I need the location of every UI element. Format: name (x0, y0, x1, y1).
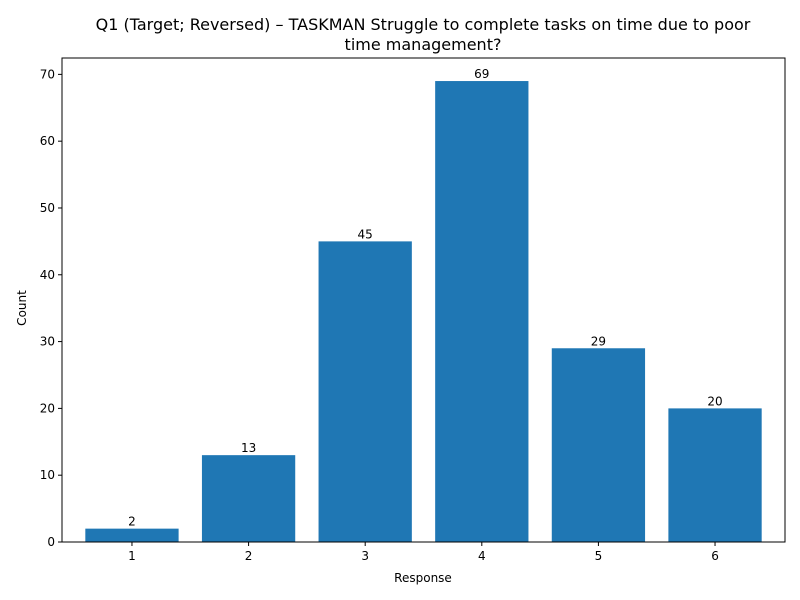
data-label-3: 45 (358, 227, 373, 241)
data-label-2: 13 (241, 441, 256, 455)
chart-title-line-1: Q1 (Target; Reversed) – TASKMAN Struggle… (96, 15, 751, 34)
plot-frame (61, 57, 786, 543)
y-tick-label-70: 70 (40, 67, 55, 81)
x-axis-label: Response (394, 571, 452, 585)
y-tick-label-10: 10 (40, 468, 55, 482)
x-tick-label-2: 2 (245, 549, 253, 563)
data-label-4: 69 (474, 67, 489, 81)
chart-title-line-2: time management? (345, 35, 502, 54)
x-tick-label-1: 1 (128, 549, 136, 563)
y-tick-label-60: 60 (40, 134, 55, 148)
bar-3 (318, 241, 412, 542)
y-tick-label-20: 20 (40, 401, 55, 415)
bar-4 (435, 81, 529, 543)
data-label-6: 20 (707, 394, 722, 408)
y-axis-label: Count (15, 290, 29, 326)
y-axis-ticks: 0 10 20 30 40 50 60 70 (40, 67, 62, 549)
x-tick-label-5: 5 (595, 549, 603, 563)
y-tick-label-40: 40 (40, 268, 55, 282)
bar-5 (551, 348, 646, 542)
y-tick-label-50: 50 (40, 201, 55, 215)
y-tick-label-30: 30 (40, 335, 55, 349)
x-tick-label-6: 6 (711, 549, 719, 563)
x-tick-label-4: 4 (478, 549, 486, 563)
bar-2 (201, 455, 296, 542)
data-labels-group: 2 13 45 69 29 20 (128, 67, 723, 529)
bar-6 (668, 408, 762, 542)
data-label-1: 2 (128, 515, 136, 529)
y-tick-label-0: 0 (47, 535, 55, 549)
x-tick-label-3: 3 (361, 549, 369, 563)
bar-1 (85, 528, 179, 542)
data-label-5: 29 (591, 334, 606, 348)
bars-group (85, 81, 762, 543)
x-axis-ticks: 1 2 3 4 5 6 (128, 542, 719, 563)
